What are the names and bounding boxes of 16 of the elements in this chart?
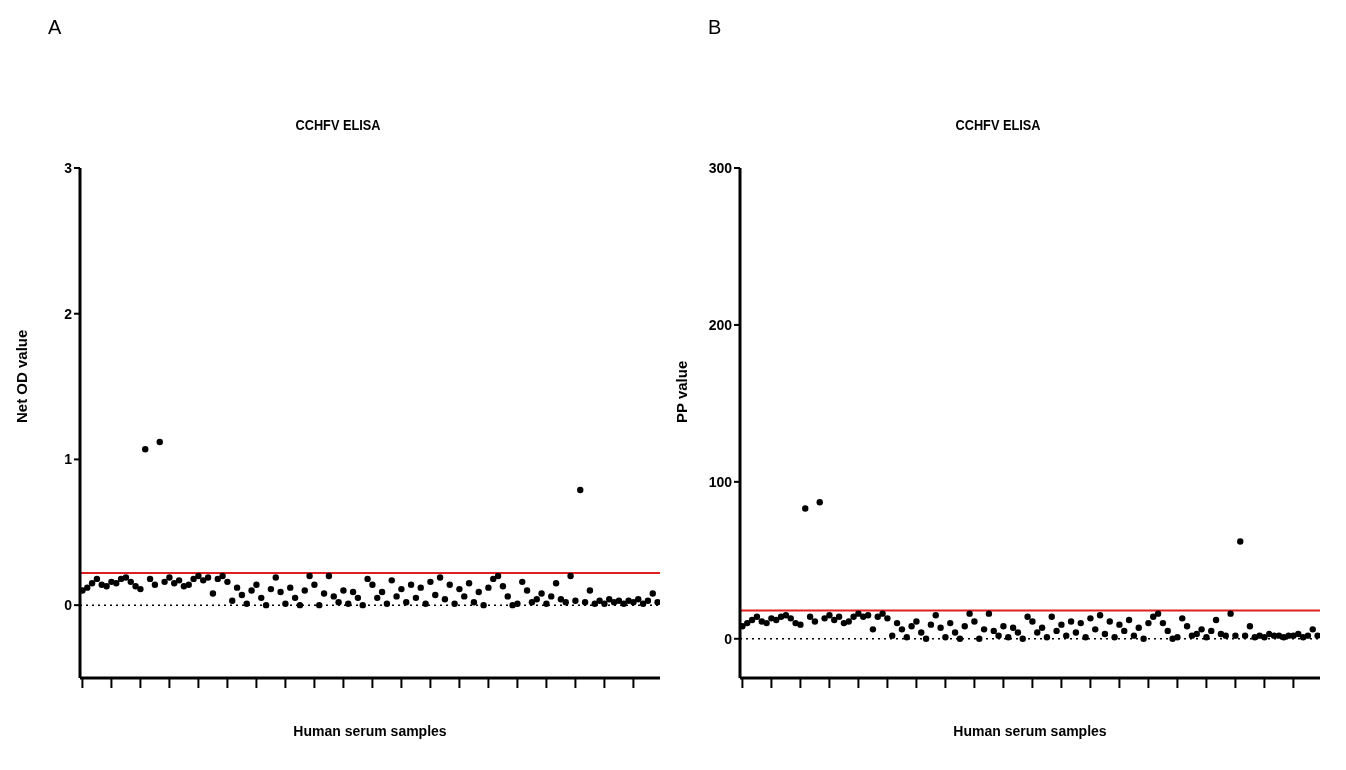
y-tick-label: 200 — [708, 316, 733, 333]
chart-title: CCHFV ELISA — [294, 116, 382, 133]
text: A — [48, 16, 62, 39]
chart-title: CCHFV ELISA — [954, 116, 1042, 133]
y-tick-label: 300 — [708, 159, 733, 176]
y-tick-label: 100 — [708, 473, 733, 490]
y-axis-title: PP value — [673, 360, 691, 423]
y-axis-title: Net OD value — [13, 329, 31, 423]
x-axis-title: Human serum samples — [293, 723, 447, 739]
text: B — [708, 16, 722, 39]
y-tick-label: 1 — [64, 451, 73, 468]
y-tick-label: 2 — [64, 305, 73, 322]
y-tick-label: 3 — [64, 159, 73, 176]
y-tick-label: 0 — [64, 597, 73, 614]
y-tick-label: 0 — [724, 630, 733, 647]
x-axis-title: Human serum samples — [953, 723, 1107, 739]
